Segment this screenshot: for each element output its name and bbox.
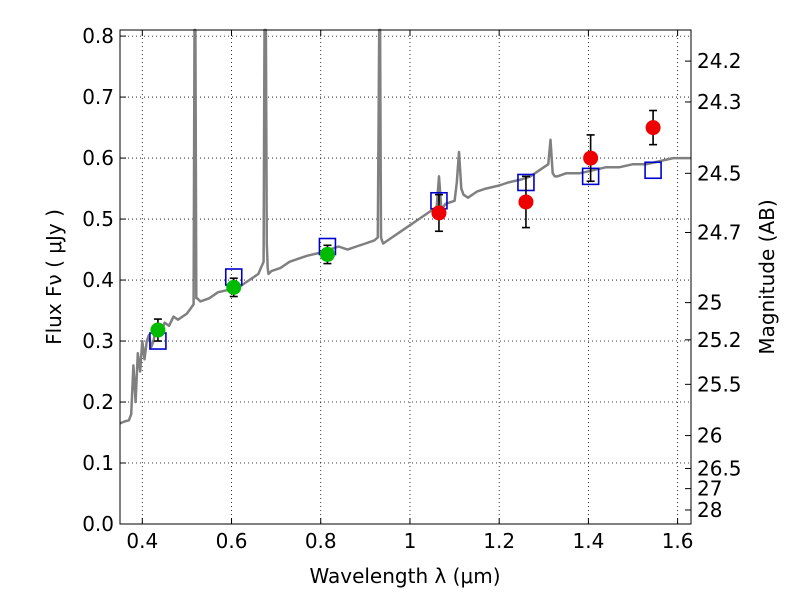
observed-point [319, 246, 335, 262]
y-tick-label: 0.4 [82, 268, 114, 292]
right-tick-label: 28 [697, 498, 722, 522]
y-axis-label: Flux Fν ( μJy ) [42, 209, 66, 345]
observed-point [645, 120, 661, 136]
x-tick-label: 0.8 [305, 529, 337, 553]
observed-point [150, 322, 166, 338]
right-tick-label: 26.5 [697, 457, 742, 481]
observed-point [226, 279, 242, 295]
right-tick-label: 24.3 [697, 90, 742, 114]
right-tick-label: 24.2 [697, 49, 742, 73]
y-tick-label: 0.5 [82, 207, 114, 231]
right-tick-label: 25.2 [697, 328, 742, 352]
model-square-point [644, 161, 662, 180]
right-tick-label: 26 [697, 424, 722, 448]
data-layer [119, 28, 691, 425]
observed-point [583, 150, 599, 166]
plot-frame [119, 29, 692, 525]
x-tick-label: 1.6 [662, 529, 694, 553]
x-tick-label: 0.4 [126, 529, 158, 553]
y-tick-label: 0.8 [82, 24, 114, 48]
x-tick-label: 1 [404, 529, 417, 553]
y-tick-label: 0.7 [82, 85, 114, 109]
y-tick-label: 0.2 [82, 390, 114, 414]
right-axis-label: Magnitude (AB) [755, 199, 779, 354]
right-tick-label: 25.5 [697, 372, 742, 396]
y-tick-label: 0.6 [82, 146, 114, 170]
y-tick-label: 0.1 [82, 451, 114, 475]
x-tick-label: 1.4 [572, 529, 604, 553]
right-tick-label: 24.7 [697, 220, 742, 244]
right-tick-label: 27 [697, 477, 722, 501]
y-tick-label: 0.3 [82, 329, 114, 353]
x-tick-label: 1.2 [483, 529, 515, 553]
right-tick-label: 24.5 [697, 161, 742, 185]
observed-point [431, 205, 447, 221]
x-tick-label: 0.6 [216, 529, 248, 553]
y-tick-label: 0.0 [82, 512, 114, 536]
observed-point [518, 194, 534, 210]
right-tick-label: 25 [697, 291, 722, 315]
grid-lines [120, 30, 691, 525]
ticks: 0.4 0.6 0.8 1 1.2 1.4 1.6 0.0 0.1 0.2 0.3 0.4 0.5 0.6… [82, 24, 741, 553]
x-axis-label: Wavelength λ (μm) [309, 564, 500, 588]
spectrum-line [119, 28, 691, 425]
